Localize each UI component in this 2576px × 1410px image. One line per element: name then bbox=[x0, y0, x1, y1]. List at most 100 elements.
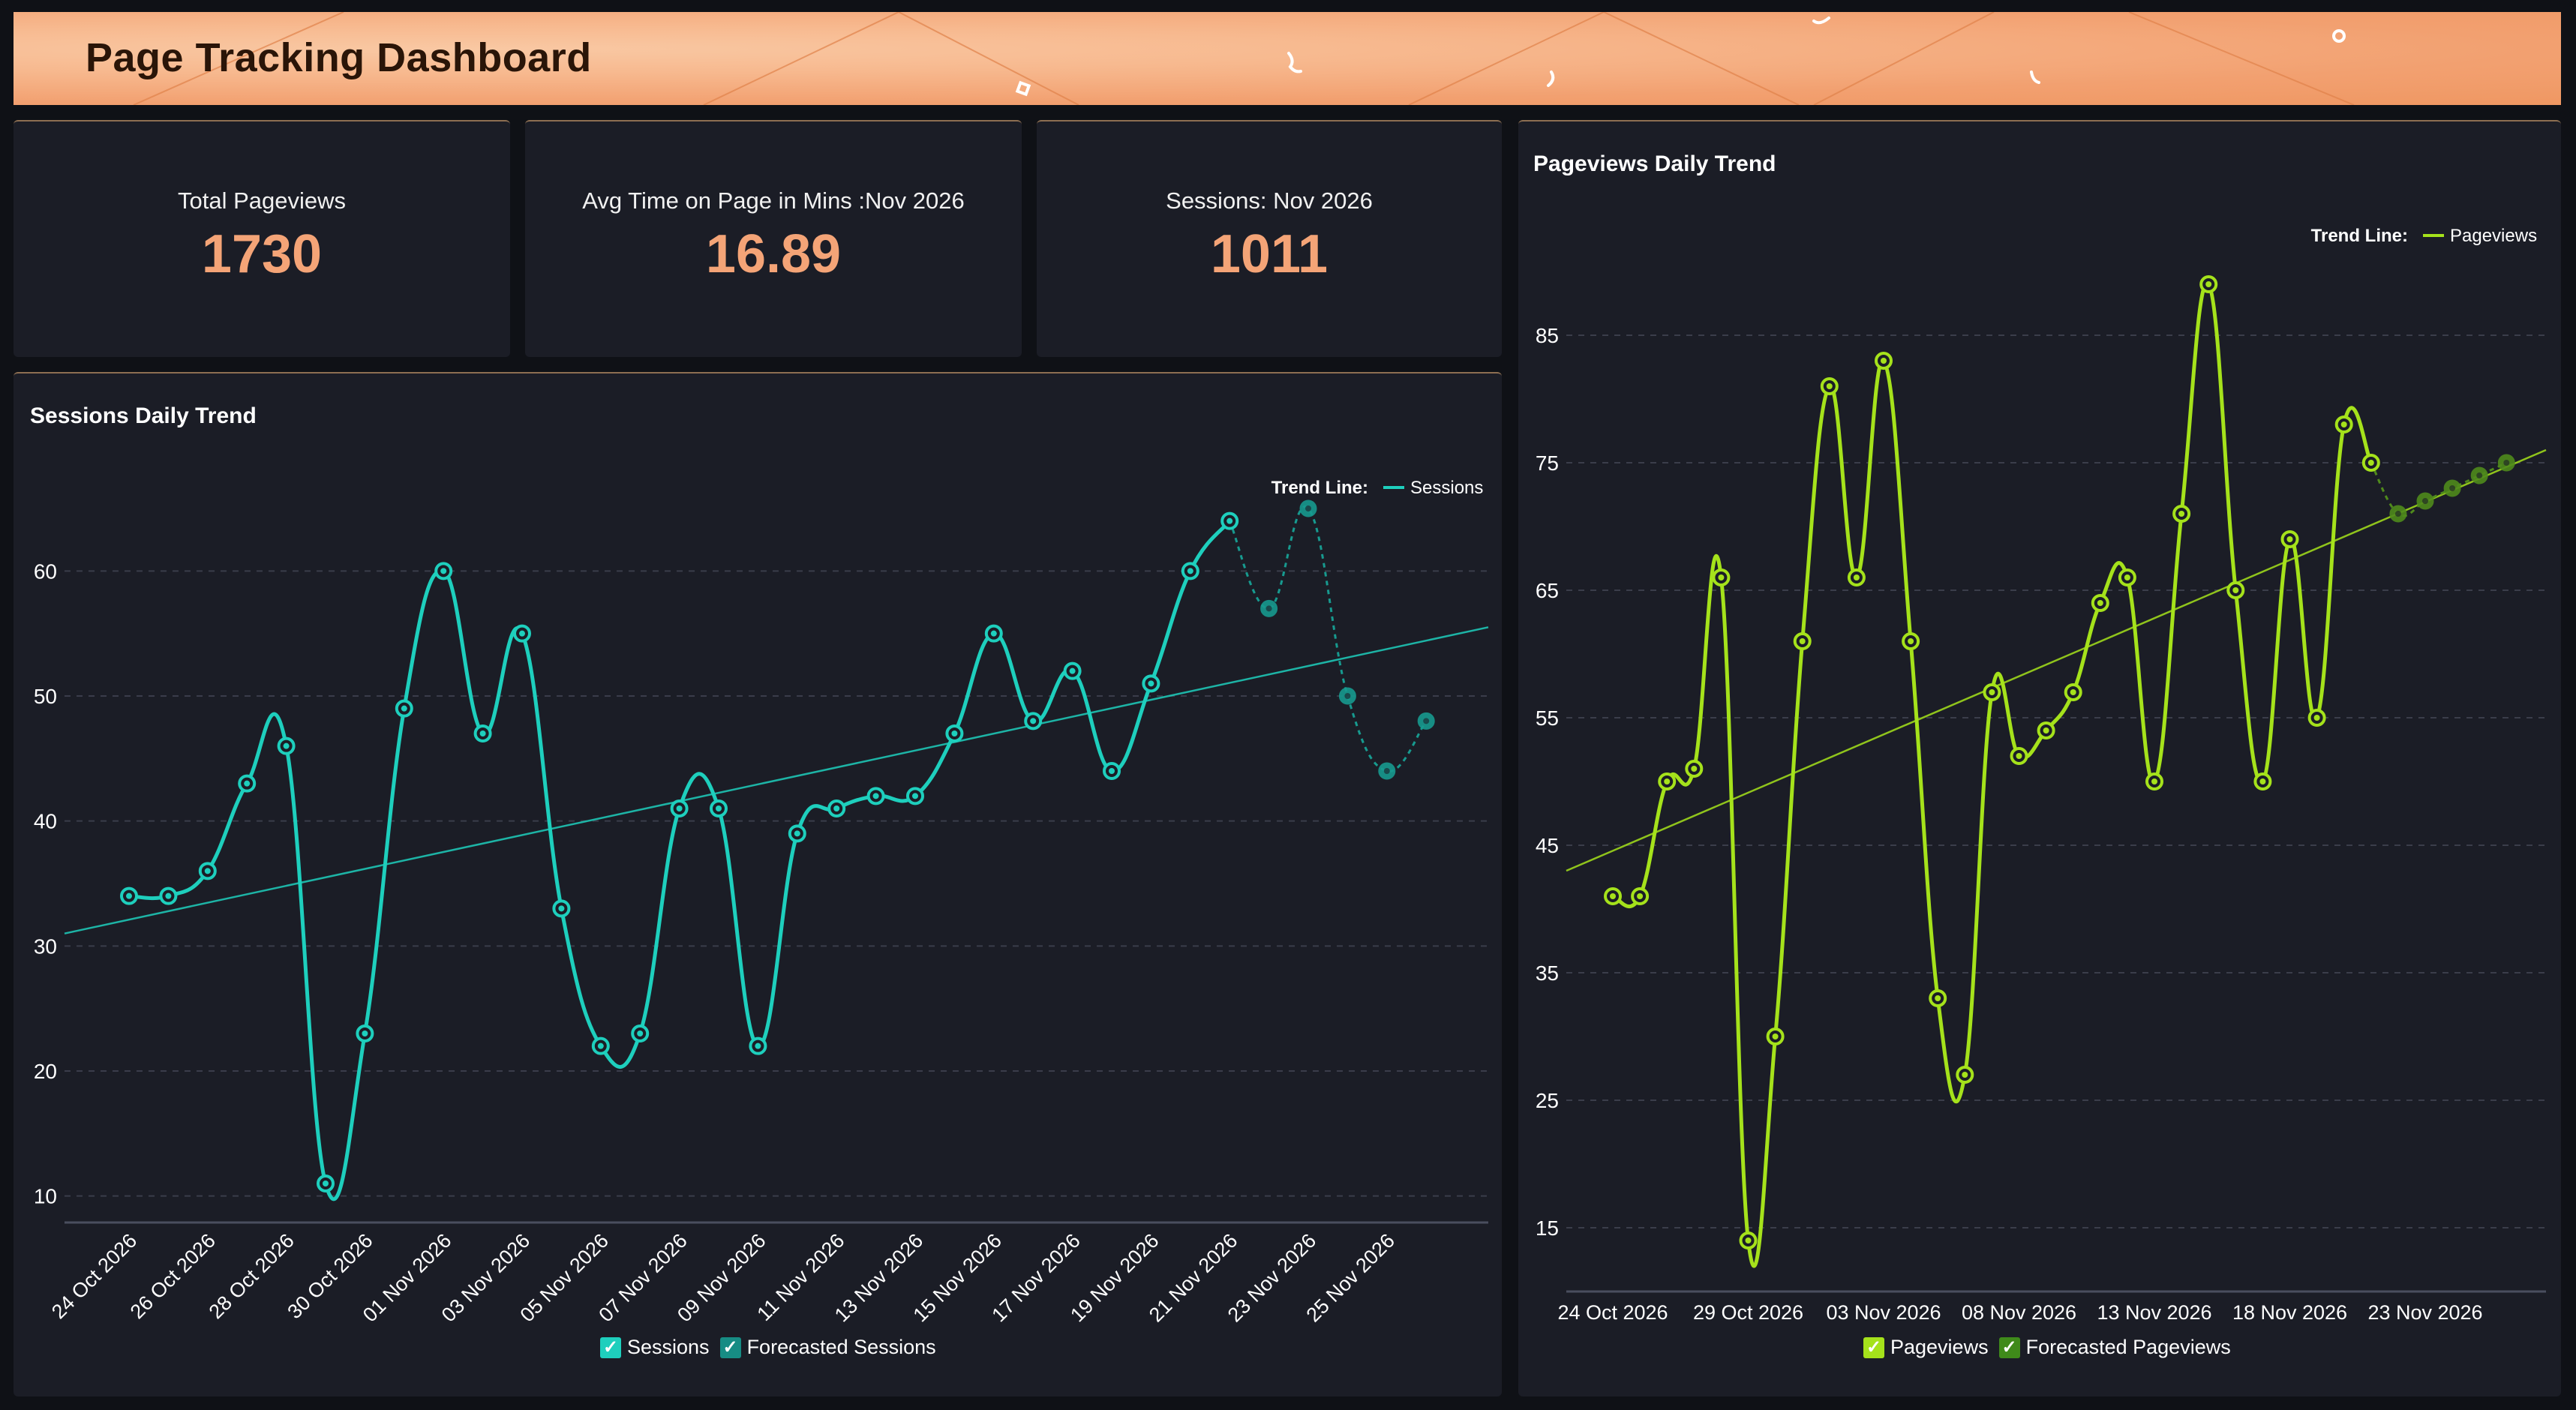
data-point-center bbox=[1664, 778, 1671, 784]
data-point-center bbox=[2367, 460, 2374, 466]
legend-label: Forecasted Sessions bbox=[746, 1336, 936, 1358]
data-point-center bbox=[1799, 638, 1806, 644]
data-point-center bbox=[1109, 768, 1115, 774]
y-tick-label: 50 bbox=[34, 685, 57, 708]
data-point-center bbox=[165, 892, 172, 899]
data-point-center bbox=[2313, 715, 2320, 721]
y-tick-label: 65 bbox=[1536, 579, 1559, 602]
data-point-center bbox=[2178, 511, 2185, 517]
chart-title: Pageviews Daily Trend bbox=[1533, 152, 1776, 176]
data-point-center bbox=[1226, 518, 1233, 524]
x-tick-label: 18 Nov 2026 bbox=[2232, 1301, 2347, 1324]
y-tick-label: 85 bbox=[1536, 324, 1559, 347]
data-point-center bbox=[1745, 1238, 1752, 1244]
data-point-center bbox=[755, 1042, 761, 1049]
data-point-center bbox=[558, 905, 565, 912]
trend-legend-label: Trend Line: bbox=[1271, 478, 1368, 498]
kpi-card-avg-time[interactable]: Avg Time on Page in Mins :Nov 2026 16.89 bbox=[525, 120, 1022, 357]
forecast-point-center bbox=[1265, 605, 1272, 612]
y-tick-label: 25 bbox=[1536, 1089, 1559, 1112]
data-point-center bbox=[1718, 574, 1725, 580]
data-point-center bbox=[1069, 668, 1076, 674]
data-point-center bbox=[2016, 753, 2022, 759]
data-point-center bbox=[1989, 689, 1995, 695]
legend-item-forecasted-pageviews[interactable]: ✓ Forecasted Pageviews bbox=[1998, 1336, 2231, 1359]
sessions-legend: ✓ Sessions ✓ Forecasted Sessions bbox=[600, 1336, 936, 1359]
data-point-center bbox=[1962, 1072, 1968, 1078]
data-point-center bbox=[990, 630, 997, 637]
checkbox-icon[interactable]: ✓ bbox=[1863, 1336, 1884, 1358]
x-tick-label: 03 Nov 2026 bbox=[1826, 1301, 1941, 1324]
series-line-forecasted-sessions bbox=[1228, 506, 1428, 772]
y-tick-label: 30 bbox=[34, 934, 57, 958]
trend-legend-series: Sessions bbox=[1410, 478, 1483, 498]
pageviews-line-chart[interactable]: 15 25 35 45 55 65 75 85 24 Oct 2026 29 Oct 2026 03… bbox=[1518, 122, 2561, 1396]
data-point-center bbox=[401, 705, 407, 712]
data-point-center bbox=[1030, 718, 1037, 724]
kpi-value: 16.89 bbox=[705, 224, 842, 284]
forecast-point-center bbox=[1383, 768, 1390, 774]
forecast-point-center bbox=[2449, 485, 2456, 491]
data-point-center bbox=[204, 868, 211, 874]
checkbox-icon[interactable]: ✓ bbox=[719, 1336, 741, 1358]
y-tick-label: 40 bbox=[34, 810, 57, 833]
data-point-center bbox=[479, 730, 486, 736]
data-point-center bbox=[1148, 680, 1154, 687]
data-point-center bbox=[2070, 689, 2076, 695]
y-tick-label: 20 bbox=[34, 1060, 57, 1083]
checkbox-icon[interactable]: ✓ bbox=[600, 1336, 621, 1358]
kpi-card-total-pageviews[interactable]: Total Pageviews 1730 bbox=[14, 120, 510, 357]
data-point-center bbox=[2043, 728, 2049, 734]
y-tick-label: 10 bbox=[34, 1185, 57, 1208]
data-point-center bbox=[833, 806, 840, 812]
legend-label: Sessions bbox=[627, 1336, 710, 1358]
data-point-center bbox=[1187, 568, 1193, 574]
data-point-center bbox=[1772, 1034, 1779, 1040]
data-point-center bbox=[1691, 766, 1698, 772]
data-point-center bbox=[1853, 574, 1860, 580]
page-title: Page Tracking Dashboard bbox=[86, 35, 592, 80]
data-point-center bbox=[2286, 536, 2293, 542]
y-tick-label: 75 bbox=[1536, 452, 1559, 475]
data-point-center bbox=[716, 806, 722, 812]
kpi-value: 1730 bbox=[201, 224, 323, 284]
series-line-sessions bbox=[128, 520, 1232, 1202]
kpi-value: 1011 bbox=[1210, 224, 1329, 284]
checkbox-icon[interactable]: ✓ bbox=[1998, 1336, 2020, 1358]
legend-item-pageviews[interactable]: ✓ Pageviews bbox=[1863, 1336, 1989, 1359]
legend-label: Pageviews bbox=[1890, 1336, 1989, 1358]
forecast-point-center bbox=[1423, 718, 1430, 724]
data-point-center bbox=[2124, 574, 2130, 580]
forecast-point-center bbox=[2394, 511, 2401, 517]
data-point-center bbox=[2259, 778, 2266, 784]
x-tick-label: 13 Nov 2026 bbox=[2097, 1301, 2211, 1324]
pageviews-chart-panel: Pageviews Daily Trend 15 25 35 45 55 65 75 85 24… bbox=[1518, 120, 2561, 1396]
forecast-point-center bbox=[2503, 460, 2510, 466]
data-point-center bbox=[2151, 778, 2157, 784]
legend-item-forecasted-sessions[interactable]: ✓ Forecasted Sessions bbox=[719, 1336, 936, 1359]
y-tick-label: 35 bbox=[1536, 962, 1559, 985]
chart-title: Sessions Daily Trend bbox=[30, 404, 257, 428]
kpi-label: Total Pageviews bbox=[177, 188, 346, 214]
data-point-center bbox=[1826, 383, 1833, 389]
forecast-point-center bbox=[2476, 472, 2483, 478]
pageviews-legend: ✓ Pageviews ✓ Forecasted Pageviews bbox=[1863, 1336, 2231, 1359]
kpi-label: Avg Time on Page in Mins :Nov 2026 bbox=[582, 188, 965, 214]
series-line-pageviews bbox=[1612, 281, 2373, 1268]
data-point-center bbox=[1908, 638, 1914, 644]
y-tick-label: 15 bbox=[1536, 1216, 1559, 1240]
data-point-center bbox=[244, 780, 251, 787]
forecast-point-center bbox=[2422, 498, 2428, 504]
data-point-center bbox=[794, 830, 800, 837]
data-point-center bbox=[2097, 600, 2103, 606]
dashboard-header: Page Tracking Dashboard bbox=[14, 12, 2561, 105]
data-point-center bbox=[1637, 893, 1644, 899]
kpi-label: Sessions: Nov 2026 bbox=[1166, 188, 1373, 214]
kpi-card-sessions[interactable]: Sessions: Nov 2026 1011 bbox=[1037, 120, 1502, 357]
data-point-center bbox=[283, 742, 290, 749]
legend-label: Forecasted Pageviews bbox=[2025, 1336, 2231, 1358]
y-tick-label: 55 bbox=[1536, 706, 1559, 730]
legend-item-sessions[interactable]: ✓ Sessions bbox=[600, 1336, 710, 1359]
data-point-center bbox=[1610, 893, 1616, 899]
